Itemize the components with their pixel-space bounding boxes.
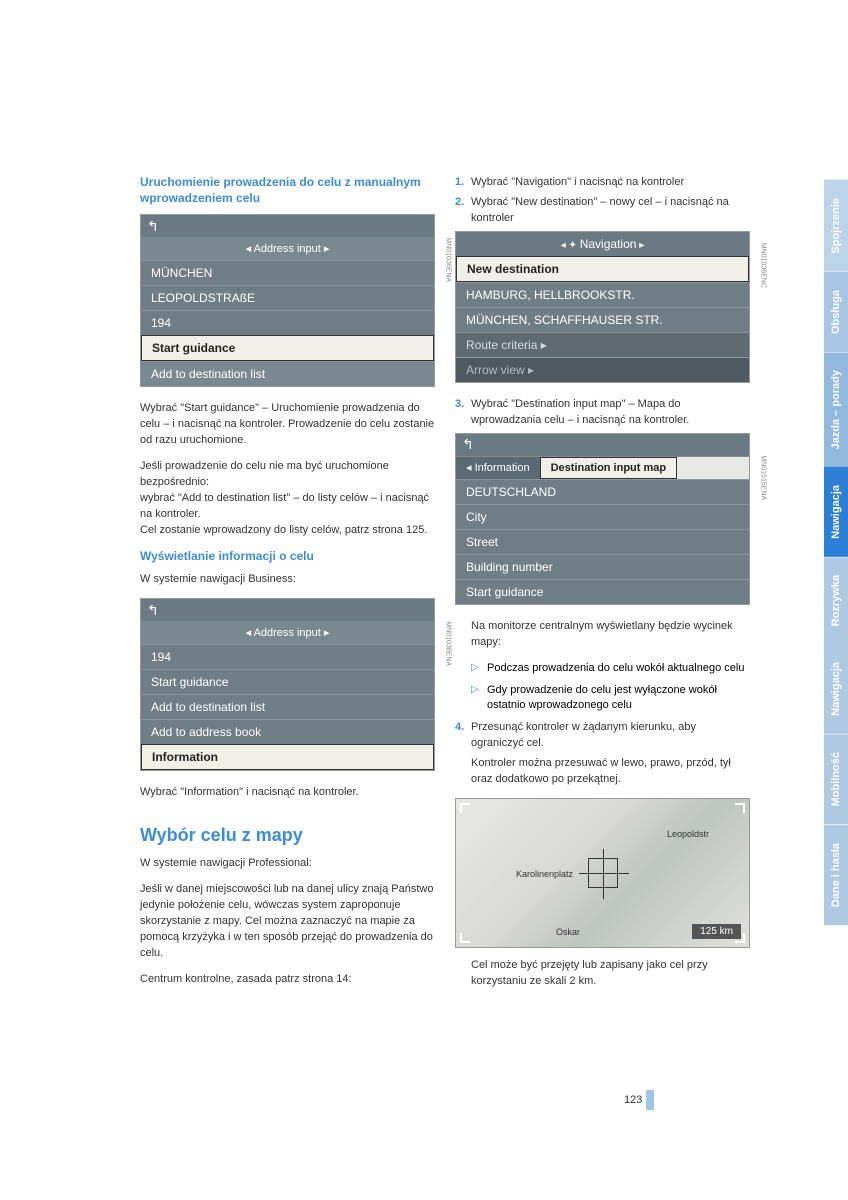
step-num: 2. (455, 195, 471, 227)
screenshot-id: MN01036ENA (445, 237, 452, 282)
row-street: LEOPOLDSTRAßE (141, 285, 434, 310)
screenshot-address-input-1: ↰ ◂ Address input ▸ MÜNCHEN LEOPOLDSTRAß… (140, 214, 435, 387)
bullet-text: Gdy prowadzenie do celu jest wyłączone w… (487, 683, 750, 715)
map-street-label: Oskar (556, 927, 580, 937)
screenshot-dest-input-map: ↰ ◂ Information Destination input map DE… (455, 433, 750, 605)
tab-obsluga[interactable]: Obsługa (824, 272, 848, 352)
row: City (456, 504, 749, 529)
step-num: 4. (455, 720, 471, 752)
screenshot-navigation: ◂ ✦ Navigation ▸ New destination HAMBURG… (455, 231, 750, 383)
tab-mobilnosc[interactable]: Mobilność (824, 734, 848, 824)
back-icon: ↰ (462, 436, 474, 453)
para: Na monitorze centralnym wyświetlany będz… (471, 619, 750, 651)
tab-spojrzenie[interactable]: Spojrzenie (824, 180, 848, 272)
para: Cel może być przejęty lub zapisany jako … (455, 958, 750, 990)
screenshot-id: MN01038ENA (445, 621, 452, 666)
screenshot-id: MN01515ENA (760, 455, 767, 500)
row: Street (456, 529, 749, 554)
address-input-bar: ◂ Address input ▸ (141, 621, 434, 644)
row-start-guidance: Start guidance (141, 335, 434, 361)
map-place-label: Karolinenplatz (516, 869, 573, 879)
row: DEUTSCHLAND (456, 479, 749, 504)
para: Wybrać "Information" i nacisnąć na kontr… (140, 785, 435, 801)
page-number: 123 (624, 1090, 654, 1110)
row: Add to address book (141, 719, 434, 744)
para: W systemie nawigacji Business: (140, 572, 435, 588)
map-scale: 125 km (692, 924, 741, 939)
bullet-icon: ▷ (471, 661, 487, 677)
map-street-label: Leopoldstr (667, 829, 709, 839)
screenshot-map: Leopoldstr Karolinenplatz Oskar 125 km (455, 798, 750, 948)
para: Centrum kontrolne, zasada patrz strona 1… (140, 972, 435, 988)
step-text: Wybrać "Navigation" i nacisnąć na kontro… (471, 175, 684, 191)
para: Jeśli w danej miejscowości lub na danej … (140, 882, 435, 962)
row: 194 (141, 644, 434, 669)
step-num: 3. (455, 397, 471, 429)
row-add-dest-list: Add to destination list (141, 361, 434, 386)
row-new-destination: New destination (456, 256, 749, 282)
row: MÜNCHEN, SCHAFFHAUSER STR. (456, 307, 749, 332)
row: Start guidance (141, 669, 434, 694)
nav-header: ◂ ✦ Navigation ▸ (456, 232, 749, 256)
map-crosshair (588, 858, 618, 888)
para: W systemie nawigacji Professional: (140, 856, 435, 872)
tab-jazda[interactable]: Jazda – porady (824, 352, 848, 467)
heading-map-select: Wybór celu z mapy (140, 825, 435, 846)
row: Add to destination list (141, 694, 434, 719)
row: Start guidance (456, 579, 749, 604)
row-arrow-view: Arrow view ▸ (456, 357, 749, 382)
row-number: 194 (141, 310, 434, 335)
row: HAMBURG, HELLBROOKSTR. (456, 282, 749, 307)
step-text: Wybrać "Destination input map" – Mapa do… (471, 397, 750, 429)
heading-start-guidance: Uruchomienie prowadzenia do celu z manua… (140, 175, 435, 206)
screenshot-address-input-2: ↰ ◂ Address input ▸ 194 Start guidance A… (140, 598, 435, 771)
para: Wybrać "Start guidance" – Uruchomienie p… (140, 401, 435, 449)
address-input-bar: ◂ Address input ▸ (141, 237, 434, 260)
row-route-criteria: Route criteria ▸ (456, 332, 749, 357)
back-icon: ↰ (147, 602, 159, 619)
bullet-icon: ▷ (471, 683, 487, 715)
back-icon: ↰ (147, 218, 159, 235)
para: Jeśli prowadzenie do celu nie ma być uru… (140, 459, 435, 539)
row-city: MÜNCHEN (141, 260, 434, 285)
bullet-text: Podczas prowadzenia do celu wokół aktual… (487, 661, 744, 677)
step-text: Wybrać "New destination" – nowy cel – i … (471, 195, 750, 227)
heading-display-info: Wyświetlanie informacji o celu (140, 549, 435, 565)
tab-nawigacja[interactable]: Nawigacja (824, 467, 848, 557)
side-tabs: Spojrzenie Obsługa Jazda – porady Nawiga… (824, 180, 848, 925)
screenshot-id: MN01036ENC (760, 243, 767, 288)
step-num: 1. (455, 175, 471, 191)
row: Building number (456, 554, 749, 579)
tab-nawigacja2[interactable]: Nawigacja (824, 644, 848, 734)
tab-information: ◂ Information (456, 457, 540, 479)
tab-dest-input-map: Destination input map (540, 457, 678, 479)
row-information: Information (141, 744, 434, 770)
step-text: Przesunąć kontroler w żądanym kierunku, … (471, 720, 750, 752)
tab-dane[interactable]: Dane i hasła (824, 825, 848, 925)
tab-rozrywka[interactable]: Rozrywka (824, 557, 848, 644)
para: Kontroler można przesuwać w lewo, prawo,… (455, 756, 750, 788)
